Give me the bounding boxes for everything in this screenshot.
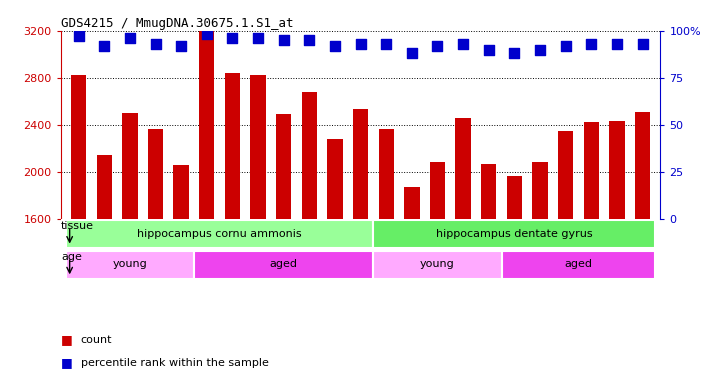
Point xyxy=(73,33,84,40)
Text: age: age xyxy=(61,252,82,262)
Text: count: count xyxy=(81,335,112,345)
Text: ■: ■ xyxy=(61,356,72,369)
Point xyxy=(637,41,648,47)
Point xyxy=(99,43,110,49)
Point xyxy=(124,35,136,41)
Point xyxy=(534,46,545,53)
Point xyxy=(355,41,366,47)
Bar xyxy=(507,177,522,219)
Bar xyxy=(481,164,496,219)
Point xyxy=(458,41,469,47)
Bar xyxy=(276,114,291,219)
Point xyxy=(329,43,341,49)
Bar xyxy=(148,129,164,219)
Text: hippocampus dentate gyrus: hippocampus dentate gyrus xyxy=(436,228,593,238)
Point xyxy=(201,31,213,38)
Bar xyxy=(353,109,368,219)
Bar xyxy=(533,162,548,219)
Point xyxy=(150,41,161,47)
Point xyxy=(483,46,494,53)
Point xyxy=(278,37,289,43)
Point xyxy=(381,41,392,47)
Bar xyxy=(122,113,138,219)
Point xyxy=(508,50,520,56)
Text: young: young xyxy=(113,259,147,269)
Point xyxy=(252,35,263,41)
Bar xyxy=(194,251,373,279)
Text: tissue: tissue xyxy=(61,222,94,232)
Bar xyxy=(66,251,194,279)
Bar xyxy=(501,251,655,279)
Bar xyxy=(378,129,394,219)
Bar xyxy=(327,139,343,219)
Text: aged: aged xyxy=(270,259,298,269)
Bar xyxy=(199,31,214,219)
Bar xyxy=(373,220,655,248)
Point xyxy=(560,43,571,49)
Bar xyxy=(174,165,188,219)
Bar xyxy=(373,251,501,279)
Point xyxy=(585,41,597,47)
Bar xyxy=(558,131,573,219)
Point xyxy=(176,43,187,49)
Text: hippocampus cornu ammonis: hippocampus cornu ammonis xyxy=(137,228,302,238)
Point xyxy=(406,50,418,56)
Bar xyxy=(404,187,420,219)
Bar xyxy=(456,118,471,219)
Point xyxy=(303,37,315,43)
Point xyxy=(432,43,443,49)
Bar xyxy=(225,73,240,219)
Text: GDS4215 / MmugDNA.30675.1.S1_at: GDS4215 / MmugDNA.30675.1.S1_at xyxy=(61,17,293,30)
Text: ■: ■ xyxy=(61,333,72,346)
Text: young: young xyxy=(420,259,455,269)
Point xyxy=(227,35,238,41)
Bar xyxy=(251,75,266,219)
Bar xyxy=(635,112,650,219)
Text: percentile rank within the sample: percentile rank within the sample xyxy=(81,358,268,368)
Bar xyxy=(96,155,112,219)
Bar xyxy=(66,220,373,248)
Bar xyxy=(430,162,445,219)
Text: aged: aged xyxy=(565,259,593,269)
Bar xyxy=(71,75,86,219)
Bar xyxy=(301,92,317,219)
Bar xyxy=(583,122,599,219)
Point xyxy=(611,41,623,47)
Bar xyxy=(609,121,625,219)
